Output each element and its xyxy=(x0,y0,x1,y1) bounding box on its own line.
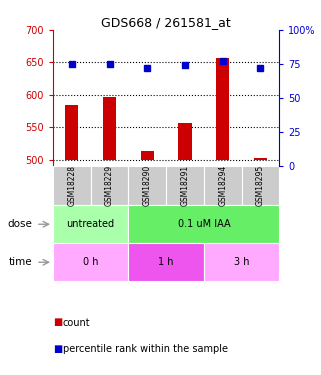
Bar xyxy=(128,166,166,205)
Text: ■: ■ xyxy=(53,318,62,327)
Bar xyxy=(53,243,128,281)
Text: GSM18294: GSM18294 xyxy=(218,165,227,206)
Text: untreated: untreated xyxy=(67,219,115,229)
Bar xyxy=(204,166,241,205)
Bar xyxy=(241,166,279,205)
Bar xyxy=(166,166,204,205)
Bar xyxy=(103,97,116,160)
Text: dose: dose xyxy=(7,219,32,229)
Bar xyxy=(216,58,229,160)
Bar xyxy=(53,205,128,243)
Bar xyxy=(178,123,192,160)
Text: GSM18229: GSM18229 xyxy=(105,165,114,206)
Text: GSM18228: GSM18228 xyxy=(67,165,76,206)
Text: 1 h: 1 h xyxy=(158,257,174,267)
Title: GDS668 / 261581_at: GDS668 / 261581_at xyxy=(101,16,231,29)
Text: GSM18291: GSM18291 xyxy=(180,165,189,206)
Bar xyxy=(204,243,279,281)
Text: count: count xyxy=(63,318,90,327)
Text: GSM18295: GSM18295 xyxy=(256,165,265,206)
Bar xyxy=(128,205,279,243)
Text: ■: ■ xyxy=(53,344,62,354)
Bar xyxy=(65,105,78,160)
Bar xyxy=(53,166,91,205)
Bar xyxy=(91,166,128,205)
Bar xyxy=(254,158,267,160)
Text: 3 h: 3 h xyxy=(234,257,249,267)
Text: GSM18290: GSM18290 xyxy=(143,165,152,206)
Text: percentile rank within the sample: percentile rank within the sample xyxy=(63,344,228,354)
Text: 0 h: 0 h xyxy=(83,257,99,267)
Bar xyxy=(141,151,154,160)
Bar xyxy=(128,243,204,281)
Text: 0.1 uM IAA: 0.1 uM IAA xyxy=(178,219,230,229)
Text: time: time xyxy=(9,257,32,267)
